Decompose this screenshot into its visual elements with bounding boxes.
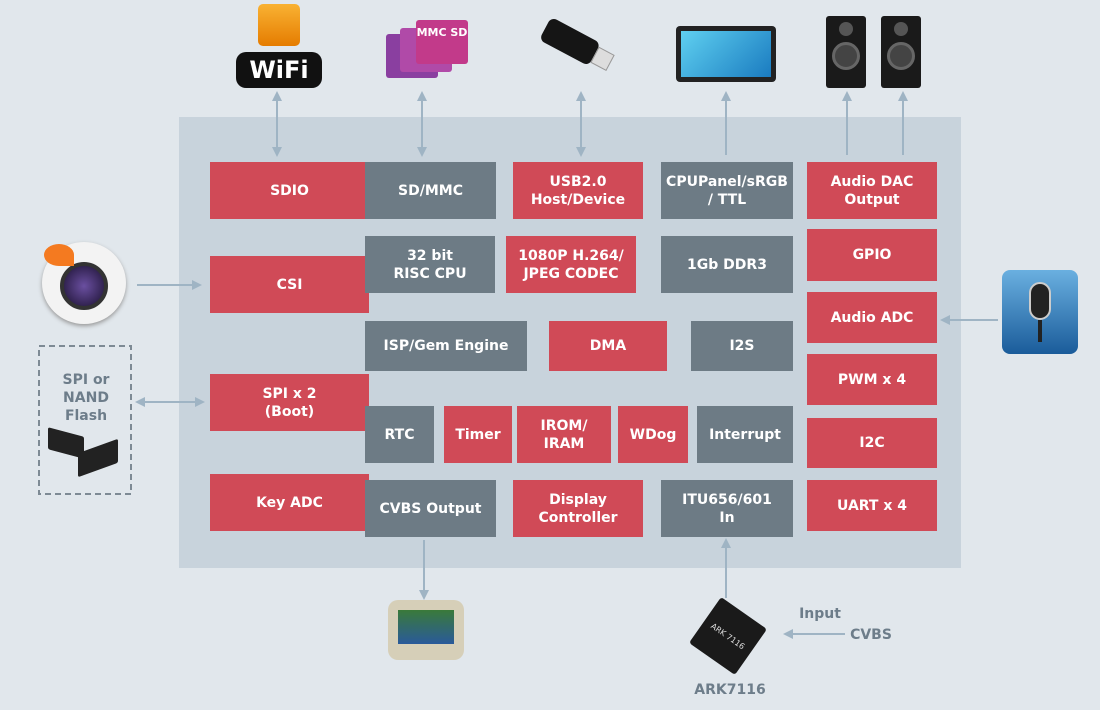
speaker-left-icon (826, 16, 866, 88)
camera-icon (42, 242, 126, 324)
block-audio-adc: Audio ADC (807, 292, 937, 343)
wifi-icon: WiFi (236, 4, 322, 88)
block-codec: 1080P H.264/ JPEG CODEC (506, 236, 636, 293)
block-rtc: RTC (365, 406, 434, 463)
speaker-right-icon (881, 16, 921, 88)
block-key-adc: Key ADC (210, 474, 369, 531)
headrest-monitor-icon (388, 600, 464, 660)
flash-label: SPI or NAND Flash (62, 372, 110, 424)
input-label: Input (799, 606, 841, 622)
ark7116-label: ARK7116 (694, 682, 766, 698)
block-sdio: SDIO (210, 162, 369, 219)
cvbs-label: CVBS (850, 627, 892, 643)
block-i2s: I2S (691, 321, 793, 371)
monitor-icon (676, 26, 776, 82)
block-isp: ISP/Gem Engine (365, 321, 527, 371)
block-cvbs-output: CVBS Output (365, 480, 496, 537)
block-usb: USB2.0 Host/Device (513, 162, 643, 219)
block-display: Display Controller (513, 480, 643, 537)
block-spi: SPI x 2 (Boot) (210, 374, 369, 431)
block-risc-cpu: 32 bit RISC CPU (365, 236, 495, 293)
sd-card-icon: MMC SD (386, 20, 481, 82)
block-interrupt: Interrupt (697, 406, 793, 463)
block-sd-mmc: SD/MMC (365, 162, 496, 219)
block-dma: DMA (549, 321, 667, 371)
block-cpu-panel: CPUPanel/sRGB / TTL (661, 162, 793, 219)
block-i2c: I2C (807, 418, 937, 468)
block-gpio: GPIO (807, 229, 937, 281)
block-wdog: WDog (618, 406, 688, 463)
block-audio-dac: Audio DAC Output (807, 162, 937, 219)
block-ddr3: 1Gb DDR3 (661, 236, 793, 293)
block-irom: IROM/ IRAM (517, 406, 611, 463)
block-itu: ITU656/601 In (661, 480, 793, 537)
block-uart: UART x 4 (807, 480, 937, 531)
block-timer: Timer (444, 406, 512, 463)
flash-dashed-box (38, 345, 132, 495)
block-pwm: PWM x 4 (807, 354, 937, 405)
block-csi: CSI (210, 256, 369, 313)
microphone-icon (1002, 270, 1078, 354)
